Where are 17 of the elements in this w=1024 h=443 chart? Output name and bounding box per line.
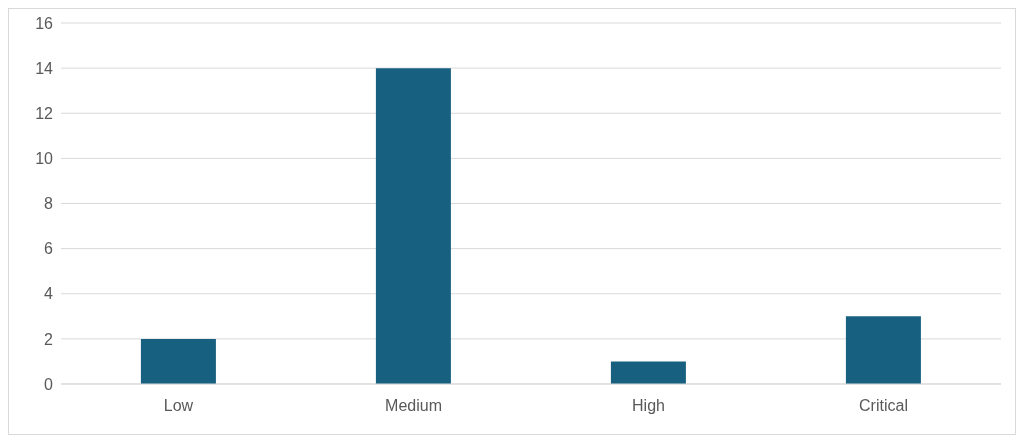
y-tick-label: 2 (44, 330, 54, 348)
bar (375, 68, 451, 384)
bar (845, 316, 921, 384)
bar (140, 338, 216, 384)
y-tick-label: 6 (44, 240, 54, 258)
y-tick-label: 0 (44, 375, 54, 393)
y-tick-label: 8 (44, 195, 54, 213)
y-tick-label: 14 (35, 59, 54, 77)
y-tick-label: 16 (35, 14, 54, 32)
x-tick-label: Critical (859, 397, 908, 415)
x-tick-label: Medium (385, 397, 442, 415)
y-tick-label: 12 (35, 104, 54, 122)
bar (610, 361, 686, 384)
y-tick-label: 4 (44, 285, 54, 303)
x-tick-label: Low (163, 397, 194, 415)
y-tick-label: 10 (35, 150, 54, 168)
x-tick-label: High (632, 397, 665, 415)
